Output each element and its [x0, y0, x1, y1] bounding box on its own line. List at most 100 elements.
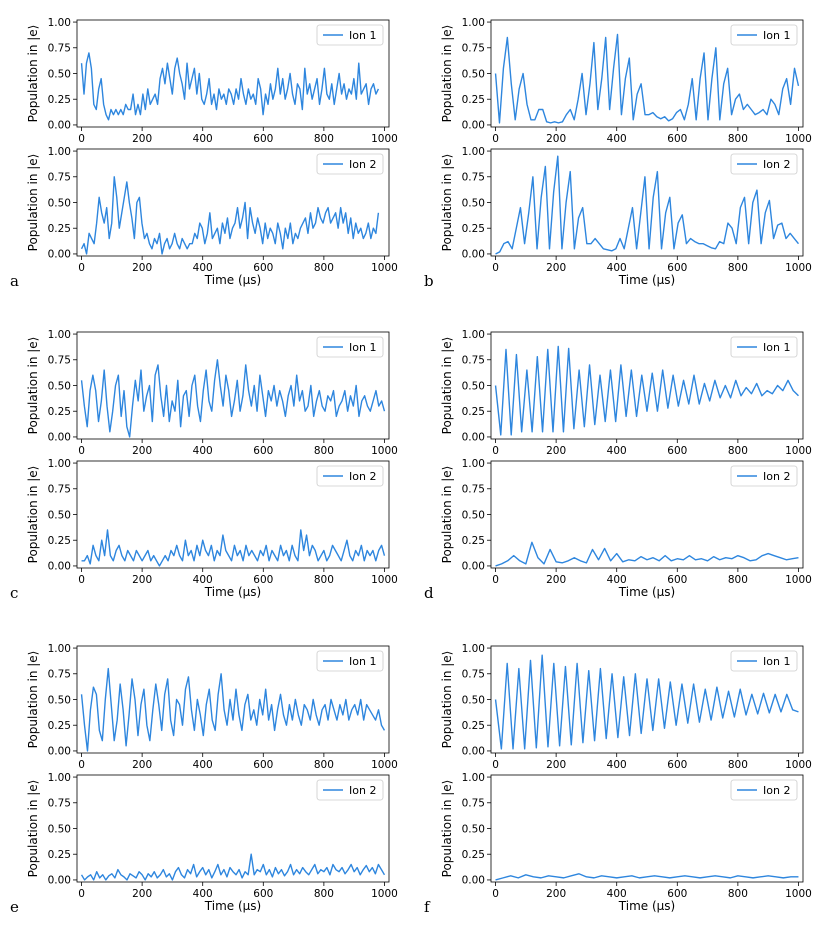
panel-d-subplot-2-legend: Ion 2: [730, 465, 798, 487]
panel-f-subplot-2-legend-label: Ion 2: [763, 784, 790, 797]
panel-d-subplot-2-xtick-label: 200: [546, 574, 566, 586]
panel-f-subplot-2-series-line: [495, 873, 799, 881]
panel-f: 0.00 0.25 0.50 0.75 1.00 0 200 400 600 800 1000 Pop…: [424, 643, 812, 916]
panel-a-subplot-2-xtick-label: 400: [193, 262, 213, 274]
panel-f-subplot-2-legend: Ion 2: [730, 779, 798, 801]
panel-c-subplot-1-xtick-label: 0: [78, 445, 85, 457]
panel-b-subplot-2-xtick-label: 600: [667, 262, 687, 274]
panel-c-subplot-2-xtick-label: 0: [78, 574, 85, 586]
panel-e-subplot-1-ytick-label: 0.25: [48, 720, 71, 732]
panel-d-subplot-2: 0.00 0.25 0.50 0.75 1.00 0 200 400 600 800 1000 Pop…: [440, 458, 812, 586]
panel-e-xlabel: Time (µs): [204, 899, 261, 913]
panel-b-subplot-2-ytick-label: 0.75: [462, 172, 485, 184]
panel-e-subplot-1-legend-label: Ion 1: [349, 655, 376, 668]
panel-f-subplot-1-xtick-label: 0: [492, 759, 499, 771]
panel-b-subplot-2-xtick-label: 400: [607, 262, 627, 274]
panel-f-subplot-1-ytick-label: 0.00: [462, 746, 485, 758]
panel-c-subplot-2-ytick-label: 0.75: [48, 484, 71, 496]
panel-e-subplot-2-legend-label: Ion 2: [349, 784, 376, 797]
panel-f-subplot-2-legend-box: [730, 779, 798, 801]
panel-a-subplot-1-ylabel: Population in |e⟩: [26, 25, 40, 123]
panel-d-subplot-2-ytick-label: 0.75: [462, 484, 485, 496]
panel-c-subplot-1: 0.00 0.25 0.50 0.75 1.00 0 200 400 600 800 1000 Pop…: [26, 329, 398, 457]
panel-e-subplot-2-ytick-label: 0.00: [48, 875, 71, 887]
panel-b-xlabel: Time (µs): [618, 273, 675, 287]
panel-f-subplot-2-ytick-label: 1.00: [462, 772, 485, 784]
panel-c-subplot-1-xtick-label: 800: [314, 445, 334, 457]
panel-b-subplot-2-ytick-label: 0.25: [462, 223, 485, 235]
panel-c-subplot-2-xtick-label: 200: [132, 574, 152, 586]
panel-d-xlabel: Time (µs): [618, 585, 675, 599]
panel-d-subplot-2-ylabel: Population in |e⟩: [440, 466, 454, 564]
panel-e-subplot-2-xtick-label: 600: [253, 888, 273, 900]
panel-f-subplot-1-ytick-label: 0.75: [462, 669, 485, 681]
panel-b-subplot-1-xtick-label: 1000: [785, 133, 812, 145]
panel-d-subplot-2-ytick-label: 0.25: [462, 535, 485, 547]
panel-a-subplot-2-xtick-label: 600: [253, 262, 273, 274]
panel-d-subplot-2-ytick-label: 0.50: [462, 509, 485, 521]
panel-f-subplot-2: 0.00 0.25 0.50 0.75 1.00 0 200 400 600 800 1000 Pop…: [440, 772, 812, 900]
panel-b-subplot-2-xtick-label: 1000: [785, 262, 812, 274]
panel-d-subplot-1-ylabel: Population in |e⟩: [440, 337, 454, 435]
panel-a-subplot-2-ylabel: Population in |e⟩: [26, 154, 40, 252]
panel-b-subplot-1-ytick-label: 0.25: [462, 94, 485, 106]
panel-f-subplot-2-xtick-label: 400: [607, 888, 627, 900]
panel-e-subplot-1-legend-box: [316, 650, 384, 672]
panel-d-subplot-1-ytick-label: 0.50: [462, 380, 485, 392]
panel-f-subplot-1-legend-label: Ion 1: [763, 655, 790, 668]
panel-a-subplot-1-xtick-label: 400: [193, 133, 213, 145]
panel-b-subplot-1-ylabel: Population in |e⟩: [440, 25, 454, 123]
panel-e-subplot-1-xtick-label: 800: [314, 759, 334, 771]
panel-f-letter: f: [424, 898, 431, 916]
panel-a: 0.00 0.25 0.50 0.75 1.00 0 200 400 600 800 1000 Pop…: [10, 17, 398, 290]
panel-b-subplot-1-legend-box: [730, 24, 798, 46]
panel-e-subplot-1-xtick-label: 600: [253, 759, 273, 771]
panel-c-subplot-2-legend-box: [316, 465, 384, 487]
panel-e: 0.00 0.25 0.50 0.75 1.00 0 200 400 600 800 1000 Pop…: [10, 643, 398, 916]
panel-b-subplot-1-xtick-label: 800: [728, 133, 748, 145]
panel-c-subplot-1-ytick-label: 0.75: [48, 355, 71, 367]
panel-f-subplot-2-xtick-label: 600: [667, 888, 687, 900]
panel-a-subplot-2: 0.00 0.25 0.50 0.75 1.00 0 200 400 600 800 1000 Pop…: [26, 146, 398, 274]
panel-d-subplot-1-ytick-label: 1.00: [462, 329, 485, 341]
panel-a-subplot-2-xtick-label: 1000: [371, 262, 398, 274]
panel-f-subplot-2-xtick-label: 0: [492, 888, 499, 900]
panel-d-subplot-2-legend-label: Ion 2: [763, 470, 790, 483]
panel-b: 0.00 0.25 0.50 0.75 1.00 0 200 400 600 800 1000 Pop…: [424, 17, 812, 290]
panel-e-subplot-2-legend: Ion 2: [316, 779, 384, 801]
panel-b-subplot-2-ytick-label: 0.50: [462, 197, 485, 209]
panel-d-subplot-1-xtick-label: 400: [607, 445, 627, 457]
panel-a-subplot-1-ytick-label: 0.00: [48, 120, 71, 132]
panel-a-subplot-1-xtick-label: 1000: [371, 133, 398, 145]
panel-c-subplot-2-series-line: [81, 529, 386, 567]
panel-a-subplot-1-series-line: [80, 52, 380, 121]
panel-a-subplot-2-series-line: [80, 176, 380, 255]
panel-a-subplot-1-ytick-label: 0.75: [48, 43, 71, 55]
panel-d-subplot-2-xtick-label: 0: [492, 574, 499, 586]
panel-b-subplot-1-ytick-label: 0.75: [462, 43, 485, 55]
panel-b-subplot-1-series-line: [494, 33, 800, 124]
panel-a-subplot-1-legend-label: Ion 1: [349, 29, 376, 42]
panel-b-subplot-1-xtick-label: 400: [607, 133, 627, 145]
panel-b-subplot-2-ylabel: Population in |e⟩: [440, 154, 454, 252]
panel-d-subplot-1-xtick-label: 600: [667, 445, 687, 457]
panel-d: 0.00 0.25 0.50 0.75 1.00 0 200 400 600 800 1000 Pop…: [424, 329, 812, 602]
panel-c-subplot-1-ytick-label: 1.00: [48, 329, 71, 341]
panel-b-subplot-2-legend: Ion 2: [730, 153, 798, 175]
panel-e-subplot-2-legend-box: [316, 779, 384, 801]
panel-a-subplot-1-legend: Ion 1: [316, 24, 384, 46]
panel-d-subplot-1-ytick-label: 0.25: [462, 406, 485, 418]
panel-f-subplot-2-ylabel: Population in |e⟩: [440, 780, 454, 878]
panel-c-subplot-2-legend-label: Ion 2: [349, 470, 376, 483]
panel-e-subplot-1: 0.00 0.25 0.50 0.75 1.00 0 200 400 600 800 1000 Pop…: [26, 643, 398, 771]
panel-a-subplot-1: 0.00 0.25 0.50 0.75 1.00 0 200 400 600 800 1000 Pop…: [26, 17, 398, 145]
panel-c-subplot-2-ytick-label: 0.25: [48, 535, 71, 547]
panel-b-subplot-2-legend-label: Ion 2: [763, 158, 790, 171]
panel-b-subplot-2-series-line: [495, 155, 800, 255]
panel-f-subplot-2-ytick-label: 0.50: [462, 823, 485, 835]
panel-f-subplot-2-xtick-label: 800: [728, 888, 748, 900]
panel-c-xlabel: Time (µs): [204, 585, 261, 599]
panel-e-subplot-2-xtick-label: 0: [78, 888, 85, 900]
panel-e-subplot-2-xtick-label: 400: [193, 888, 213, 900]
panel-a-xlabel: Time (µs): [204, 273, 261, 287]
